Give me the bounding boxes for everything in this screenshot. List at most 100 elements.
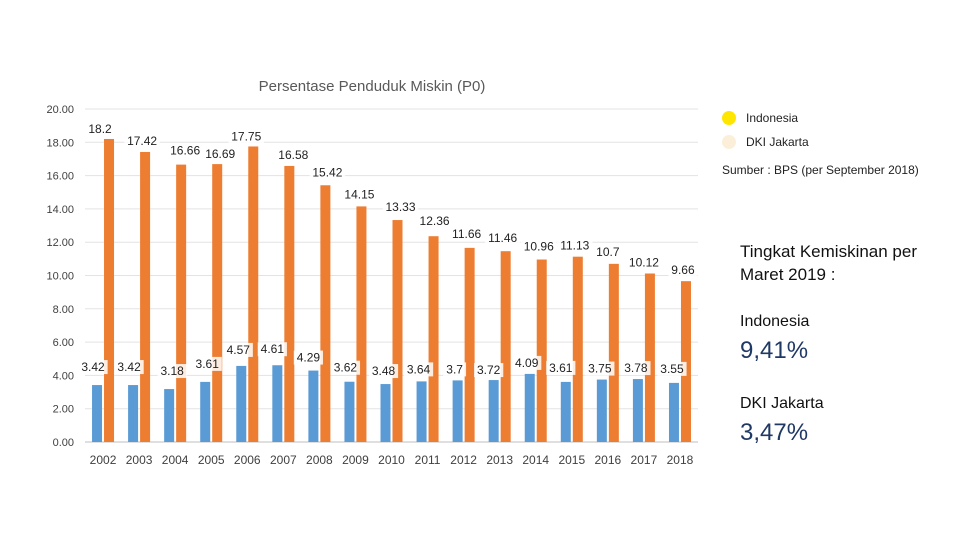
bar-indonesia-2005: [212, 164, 223, 442]
data-label-dki-jakarta-2007: 4.61: [261, 342, 285, 356]
bar-dki-jakarta-2006: [236, 365, 247, 442]
data-label-bg-dki-jakarta-2013: [474, 363, 504, 378]
data-label-bg-dki-jakarta-2014: [512, 355, 542, 370]
data-label-bg-indonesia-2014: [520, 239, 557, 254]
data-label-bg-indonesia-2017: [626, 255, 662, 270]
data-label-bg-dki-jakarta-2005: [192, 356, 222, 371]
y-tick-label-1: 2.00: [53, 404, 74, 416]
data-label-dki-jakarta-2015: 3.61: [549, 361, 573, 375]
y-tick-label-5: 10.00: [46, 271, 74, 283]
bar-dki-jakarta-2014: [524, 373, 535, 442]
bar-indonesia-2012: [464, 247, 475, 442]
data-label-bg-dki-jakarta-2008: [293, 350, 323, 365]
y-tick-label-7: 14.00: [46, 204, 74, 216]
x-tick-label-2004: 2004: [162, 453, 189, 467]
bar-indonesia-2018: [680, 281, 691, 442]
bar-indonesia-2016: [608, 263, 619, 442]
data-label-dki-jakarta-2011: 3.64: [407, 362, 431, 376]
bar-indonesia-2015: [572, 256, 583, 442]
data-label-dki-jakarta-2016: 3.75: [588, 362, 612, 376]
data-label-indonesia-2012: 11.66: [452, 227, 481, 241]
legend-label-indonesia: Indonesia: [746, 111, 799, 125]
data-label-bg-indonesia-2007: [275, 147, 312, 162]
data-label-bg-dki-jakarta-2003: [114, 360, 144, 375]
data-label-bg-dki-jakarta-2015: [546, 360, 576, 375]
data-label-dki-jakarta-2008: 4.29: [297, 351, 321, 365]
side-panel-title: Tingkat Kemiskinan per Maret 2019 :: [740, 242, 918, 284]
legend-item-indonesia[interactable]: Indonesia: [722, 111, 798, 125]
data-label-bg-indonesia-2005: [202, 147, 238, 162]
bar-indonesia-2017: [644, 273, 655, 442]
data-label-dki-jakarta-2010: 3.48: [372, 364, 396, 378]
bar-dki-jakarta-2013: [488, 380, 499, 442]
data-label-bg-indonesia-2016: [593, 244, 623, 259]
data-label-bg-dki-jakarta-2010: [368, 364, 399, 379]
region-value-indonesia: 9,41%: [740, 337, 809, 364]
bar-dki-jakarta-2017: [632, 379, 643, 442]
x-axis-ticks: 2002 2003 2004 2005 2006 2007 2008 2009 2010 2011…: [90, 453, 694, 467]
bar-indonesia-2013: [500, 251, 511, 442]
bar-dki-jakarta-2003: [128, 385, 139, 442]
x-tick-label-2003: 2003: [126, 453, 153, 467]
bar-indonesia-2004: [176, 164, 187, 442]
y-tick-label-4: 8.00: [53, 304, 74, 316]
data-label-bg-indonesia-2013: [484, 231, 521, 246]
bar-indonesia-2011: [428, 236, 439, 442]
bar-dki-jakarta-2004: [164, 389, 175, 442]
x-tick-label-2011: 2011: [415, 453, 441, 467]
y-axis-ticks: 0.00 2.00 4.00 6.00 8.00 10.00 12.00 14.00 16.00…: [46, 104, 74, 449]
y-tick-label-3: 6.00: [53, 337, 74, 349]
data-label-indonesia-2017: 10.12: [629, 256, 659, 270]
data-label-bg-indonesia-2011: [416, 214, 453, 229]
x-tick-label-2013: 2013: [486, 453, 513, 467]
x-tick-label-2010: 2010: [378, 453, 405, 467]
data-label-indonesia-2015: 11.13: [560, 239, 589, 253]
data-label-bg-indonesia-2006: [228, 129, 265, 144]
bar-indonesia-2010: [392, 220, 403, 442]
bar-indonesia-2003: [140, 151, 151, 442]
data-label-bg-dki-jakarta-2016: [585, 361, 615, 376]
data-label-dki-jakarta-2003: 3.42: [117, 360, 141, 374]
x-tick-label-2005: 2005: [198, 453, 225, 467]
bar-dki-jakarta-2010: [380, 384, 391, 442]
y-tick-label-10: 20.00: [46, 104, 74, 116]
source-note: Sumber : BPS (per September 2018): [722, 163, 919, 177]
data-label-bg-indonesia-2009: [341, 187, 378, 202]
legend-label-dki-jakarta: DKI Jakarta: [746, 135, 809, 149]
bar-dki-jakarta-2002: [92, 385, 103, 442]
data-label-indonesia-2006: 17.75: [231, 129, 261, 143]
y-tick-label-8: 16.00: [46, 171, 74, 183]
bars: [92, 138, 691, 442]
y-tick-label-0: 0.00: [53, 437, 74, 449]
region-name-dki-jakarta: DKI Jakarta: [740, 395, 824, 412]
x-tick-label-2008: 2008: [306, 453, 333, 467]
legend-swatch-dki-jakarta: [722, 135, 736, 149]
data-label-indonesia-2002: 18.2: [88, 122, 112, 136]
data-label-indonesia-2016: 10.7: [596, 245, 620, 259]
bar-indonesia-2008: [320, 185, 331, 442]
data-label-indonesia-2003: 17.42: [127, 134, 157, 148]
data-label-bg-indonesia-2003: [124, 133, 160, 148]
data-label-bg-indonesia-2008: [309, 165, 346, 180]
bar-indonesia-2002: [104, 138, 115, 442]
data-label-indonesia-2008: 15.42: [312, 165, 342, 179]
legend-item-dki-jakarta[interactable]: DKI Jakarta: [722, 135, 809, 149]
data-label-indonesia-2014: 10.96: [524, 240, 554, 254]
y-tick-label-9: 18.00: [46, 137, 74, 149]
legend-swatch-indonesia: [722, 111, 736, 125]
data-label-bg-dki-jakarta-2007: [257, 342, 287, 357]
data-label-bg-indonesia-2010: [382, 200, 419, 215]
x-tick-label-2018: 2018: [667, 453, 694, 467]
bar-indonesia-2007: [284, 165, 295, 442]
x-tick-label-2002: 2002: [90, 453, 117, 467]
data-label-bg-indonesia-2015: [557, 238, 593, 253]
data-label-bg-dki-jakarta-2012: [443, 362, 467, 377]
y-tick-label-6: 12.00: [46, 237, 74, 249]
data-label-dki-jakarta-2006: 4.57: [227, 343, 251, 357]
data-label-bg-dki-jakarta-2006: [223, 342, 253, 357]
bar-dki-jakarta-2011: [416, 381, 427, 442]
data-label-dki-jakarta-2012: 3.7: [446, 362, 463, 376]
data-label-indonesia-2010: 13.33: [385, 200, 415, 214]
data-labels: 18.2 3.42 17.42 3.42 16.66 3.18 16.69 3.61 17.75…: [78, 121, 698, 379]
bar-dki-jakarta-2007: [272, 365, 283, 442]
